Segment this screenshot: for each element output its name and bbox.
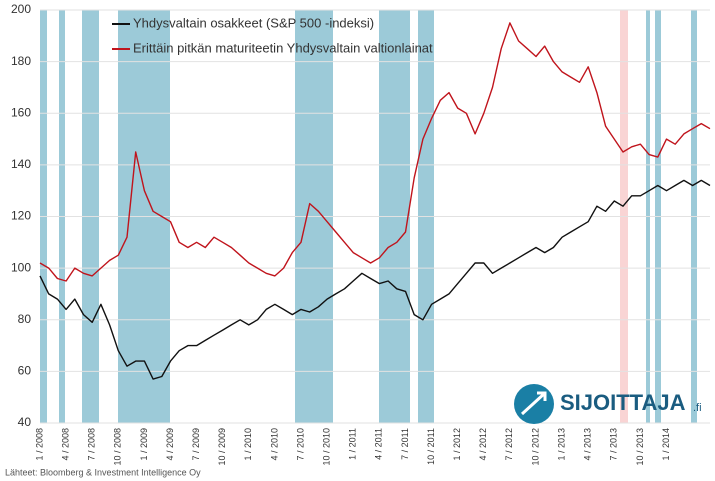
x-tick-label: 1 / 2009	[139, 428, 149, 461]
x-tick-label: 4 / 2009	[165, 428, 175, 461]
x-tick-label: 7 / 2011	[400, 428, 410, 460]
legend-label: Yhdysvaltain osakkeet (S&P 500 -indeksi)	[133, 15, 374, 30]
series-line	[39, 22, 711, 282]
y-tick-label: 60	[18, 364, 32, 378]
y-tick-label: 200	[11, 2, 31, 16]
y-tick-label: 40	[18, 415, 32, 429]
y-tick-label: 140	[11, 157, 31, 171]
x-tick-label: 10 / 2012	[530, 428, 540, 466]
x-tick-label: 4 / 2013	[583, 428, 593, 461]
x-tick-label: 7 / 2012	[504, 428, 514, 461]
lines	[39, 22, 711, 380]
x-tick-label: 4 / 2010	[269, 428, 279, 461]
legend-label: Erittäin pitkän maturiteetin Yhdysvaltai…	[133, 40, 433, 55]
x-tick-label: 7 / 2008	[87, 428, 97, 461]
x-tick-label: 10 / 2009	[217, 428, 227, 466]
x-tick-label: 10 / 2010	[322, 428, 332, 466]
logo-text: SIJOITTAJA	[560, 390, 686, 415]
x-tick-label: 7 / 2013	[609, 428, 619, 461]
x-tick-label: 1 / 2014	[661, 428, 671, 461]
logo: SIJOITTAJA .fi	[514, 384, 702, 424]
logo-suffix: .fi	[693, 402, 702, 414]
y-tick-label: 180	[11, 54, 31, 68]
y-tick-label: 80	[18, 312, 32, 326]
x-tick-label: 10 / 2008	[113, 428, 123, 466]
source: Lähteet: Bloomberg & Investment Intellig…	[5, 467, 201, 477]
x-tick-label: 10 / 2013	[635, 428, 645, 466]
series-line	[39, 179, 711, 380]
logo-arrow	[520, 391, 547, 416]
x-tick-label: 7 / 2009	[191, 428, 201, 461]
x-tick-label: 1 / 2011	[348, 428, 358, 460]
x-tick-label: 4 / 2011	[374, 428, 384, 460]
y-tick-label: 160	[11, 105, 31, 119]
labels: 40 60 80 100 120 140 160 180 200 1 / 2008 4 / 2008…	[11, 2, 671, 465]
x-tick-label: 1 / 2008	[34, 428, 44, 461]
x-tick-label: 4 / 2008	[60, 428, 70, 461]
y-tick-label: 100	[11, 260, 31, 274]
x-tick-label: 1 / 2010	[243, 428, 253, 461]
x-tick-label: 10 / 2011	[426, 428, 436, 465]
legend: Yhdysvaltain osakkeet (S&P 500 -indeksi)…	[112, 15, 433, 55]
x-tick-label: 1 / 2012	[452, 428, 462, 461]
x-tick-label: 4 / 2012	[478, 428, 488, 461]
x-tick-label: 1 / 2013	[556, 428, 566, 461]
grid	[40, 9, 710, 424]
x-tick-label: 7 / 2010	[295, 428, 305, 461]
y-tick-label: 120	[11, 209, 31, 223]
